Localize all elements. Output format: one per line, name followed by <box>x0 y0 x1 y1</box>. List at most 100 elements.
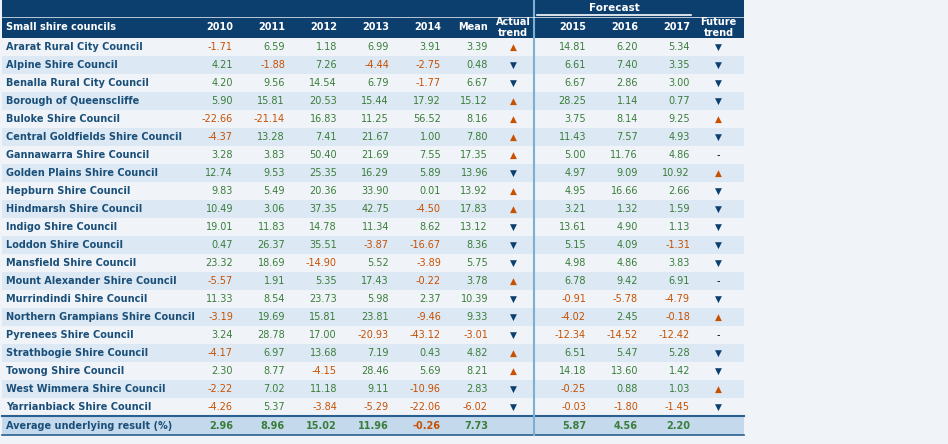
Text: 3.78: 3.78 <box>466 276 488 286</box>
Text: 10.92: 10.92 <box>663 168 690 178</box>
Text: 7.40: 7.40 <box>616 60 638 70</box>
Text: Future
trend: Future trend <box>701 17 737 38</box>
Text: 1.91: 1.91 <box>264 276 285 286</box>
Text: ▲: ▲ <box>715 385 722 393</box>
Text: 2016: 2016 <box>611 23 638 32</box>
Text: 8.16: 8.16 <box>466 114 488 124</box>
Text: 14.81: 14.81 <box>558 42 586 52</box>
Text: -: - <box>717 276 720 286</box>
Bar <box>2 38 744 56</box>
Text: Pyrenees Shire Council: Pyrenees Shire Council <box>6 330 134 340</box>
Text: 3.00: 3.00 <box>668 78 690 88</box>
Text: Forecast: Forecast <box>589 4 639 13</box>
Text: 8.21: 8.21 <box>466 366 488 376</box>
Text: -16.67: -16.67 <box>410 240 441 250</box>
Text: 19.01: 19.01 <box>206 222 233 232</box>
Text: 5.69: 5.69 <box>420 366 441 376</box>
Text: 10.49: 10.49 <box>206 204 233 214</box>
Text: 11.34: 11.34 <box>361 222 389 232</box>
Text: -0.22: -0.22 <box>416 276 441 286</box>
Text: 37.35: 37.35 <box>309 204 337 214</box>
Text: 5.89: 5.89 <box>420 168 441 178</box>
Text: 0.01: 0.01 <box>420 186 441 196</box>
Text: ▲: ▲ <box>715 169 722 178</box>
Text: 6.91: 6.91 <box>668 276 690 286</box>
Text: -0.26: -0.26 <box>413 420 441 431</box>
Bar <box>2 218 744 236</box>
Text: ▼: ▼ <box>510 60 517 70</box>
Bar <box>2 290 744 308</box>
Text: ▲: ▲ <box>510 186 517 195</box>
Bar <box>2 164 744 182</box>
Text: 3.83: 3.83 <box>668 258 690 268</box>
Text: ▲: ▲ <box>715 313 722 321</box>
Text: -12.34: -12.34 <box>555 330 586 340</box>
Text: 21.67: 21.67 <box>361 132 389 142</box>
Text: ▼: ▼ <box>715 43 722 52</box>
Text: 3.75: 3.75 <box>564 114 586 124</box>
Text: ▼: ▼ <box>510 169 517 178</box>
Text: 4.86: 4.86 <box>616 258 638 268</box>
Text: 2010: 2010 <box>206 23 233 32</box>
Text: 12.74: 12.74 <box>206 168 233 178</box>
Text: 0.88: 0.88 <box>616 384 638 394</box>
Text: 13.60: 13.60 <box>611 366 638 376</box>
Text: Borough of Queenscliffe: Borough of Queenscliffe <box>6 96 139 106</box>
Text: 11.96: 11.96 <box>358 420 389 431</box>
Text: -1.71: -1.71 <box>208 42 233 52</box>
Text: -0.03: -0.03 <box>561 402 586 412</box>
Text: 23.32: 23.32 <box>206 258 233 268</box>
Text: Alpine Shire Council: Alpine Shire Council <box>6 60 118 70</box>
Text: Towong Shire Council: Towong Shire Council <box>6 366 124 376</box>
Text: Yarrianbiack Shire Council: Yarrianbiack Shire Council <box>6 402 152 412</box>
Text: 2017: 2017 <box>663 23 690 32</box>
Text: 8.36: 8.36 <box>466 240 488 250</box>
Text: 3.35: 3.35 <box>668 60 690 70</box>
Bar <box>2 200 744 218</box>
Text: -9.46: -9.46 <box>416 312 441 322</box>
Text: 28.25: 28.25 <box>558 96 586 106</box>
Text: 1.03: 1.03 <box>668 384 690 394</box>
Text: 35.51: 35.51 <box>309 240 337 250</box>
Text: 15.44: 15.44 <box>361 96 389 106</box>
Text: 1.18: 1.18 <box>316 42 337 52</box>
Text: 7.80: 7.80 <box>466 132 488 142</box>
Text: 4.56: 4.56 <box>614 420 638 431</box>
Text: 2015: 2015 <box>559 23 586 32</box>
Text: ▼: ▼ <box>715 60 722 70</box>
Text: ▼: ▼ <box>510 385 517 393</box>
Text: 11.33: 11.33 <box>206 294 233 304</box>
Text: -4.17: -4.17 <box>208 348 233 358</box>
Text: 17.35: 17.35 <box>460 150 488 160</box>
Bar <box>2 380 744 398</box>
Text: 6.99: 6.99 <box>368 42 389 52</box>
Text: Hindmarsh Shire Council: Hindmarsh Shire Council <box>6 204 142 214</box>
Text: -2.22: -2.22 <box>208 384 233 394</box>
Text: 3.28: 3.28 <box>211 150 233 160</box>
Text: -4.02: -4.02 <box>561 312 586 322</box>
Text: 16.29: 16.29 <box>361 168 389 178</box>
Text: Strathbogie Shire Council: Strathbogie Shire Council <box>6 348 148 358</box>
Text: 4.95: 4.95 <box>564 186 586 196</box>
Text: 2.45: 2.45 <box>616 312 638 322</box>
Text: Gannawarra Shire Council: Gannawarra Shire Council <box>6 150 149 160</box>
Text: Golden Plains Shire Council: Golden Plains Shire Council <box>6 168 158 178</box>
Text: 8.14: 8.14 <box>616 114 638 124</box>
Text: 1.42: 1.42 <box>668 366 690 376</box>
Text: 4.21: 4.21 <box>211 60 233 70</box>
Text: 5.49: 5.49 <box>264 186 285 196</box>
Text: 9.83: 9.83 <box>211 186 233 196</box>
Text: -3.89: -3.89 <box>416 258 441 268</box>
Text: -4.79: -4.79 <box>665 294 690 304</box>
Text: 5.37: 5.37 <box>264 402 285 412</box>
Text: Ararat Rural City Council: Ararat Rural City Council <box>6 42 143 52</box>
Text: 5.90: 5.90 <box>211 96 233 106</box>
Text: 0.43: 0.43 <box>420 348 441 358</box>
Text: 13.28: 13.28 <box>257 132 285 142</box>
Text: 3.06: 3.06 <box>264 204 285 214</box>
Text: 6.78: 6.78 <box>564 276 586 286</box>
Text: 5.15: 5.15 <box>564 240 586 250</box>
Text: -4.44: -4.44 <box>364 60 389 70</box>
Text: ▲: ▲ <box>510 132 517 142</box>
Text: 2.86: 2.86 <box>616 78 638 88</box>
